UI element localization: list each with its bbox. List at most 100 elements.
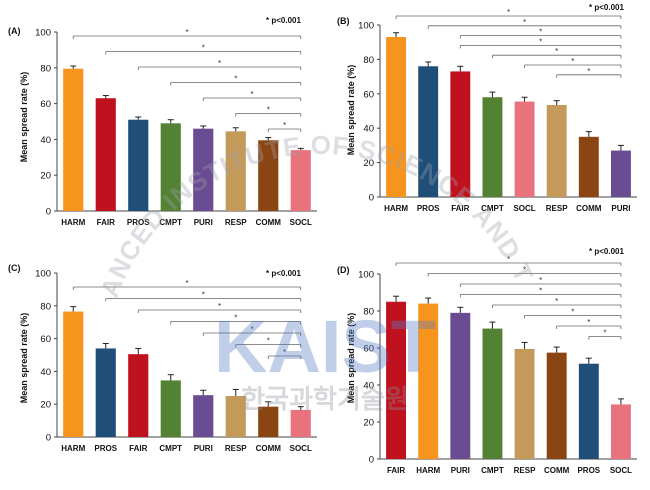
significance-star: * bbox=[555, 47, 558, 56]
significance-star: * bbox=[283, 121, 286, 130]
significance-star: * bbox=[283, 348, 286, 357]
y-tick-label: 40 bbox=[40, 135, 51, 146]
bar-pros bbox=[128, 119, 149, 211]
x-tick-label: RESP bbox=[225, 444, 247, 453]
y-tick-label: 60 bbox=[363, 344, 374, 355]
chart-plot: 0 20 40 60 80 100 FAIR HARM PURI CMPT RESP COMM PROS… bbox=[358, 255, 637, 475]
chart-panel-a: (A) * p<0.001 Mean spread rate (%) 0 20 40… bbox=[0, 0, 325, 245]
y-tick-label: 100 bbox=[35, 28, 51, 39]
significance-star: * bbox=[267, 106, 270, 115]
significance-star: * bbox=[603, 329, 606, 338]
significance-star: * bbox=[267, 337, 270, 346]
x-tick-label: RESP bbox=[546, 204, 568, 213]
x-tick-label: PURI bbox=[194, 218, 213, 227]
chart-panel-d: (D) * p<0.001 Mean spread rate (%) 0 20 40… bbox=[325, 245, 650, 490]
significance-star: * bbox=[587, 318, 590, 327]
significance-star: * bbox=[555, 297, 558, 306]
bar-comm bbox=[578, 136, 599, 197]
bar-puri bbox=[193, 395, 214, 437]
y-tick-label: 20 bbox=[363, 158, 374, 169]
x-tick-label: FAIR bbox=[129, 444, 147, 453]
bar-resp bbox=[225, 131, 246, 211]
bar-socl bbox=[514, 101, 535, 197]
significance-star: * bbox=[202, 291, 205, 300]
y-tick-label: 0 bbox=[46, 207, 51, 218]
panel-label: (C) bbox=[8, 263, 21, 273]
x-tick-label: PROS bbox=[94, 444, 117, 453]
significance-note: * p<0.001 bbox=[589, 247, 624, 256]
bar-cmpt bbox=[482, 328, 503, 459]
y-tick-label: 20 bbox=[40, 171, 51, 182]
x-tick-label: PURI bbox=[194, 444, 213, 453]
y-tick-label: 40 bbox=[363, 124, 374, 135]
bar-harm bbox=[63, 68, 84, 211]
chart-plot: 0 20 40 60 80 100 HARM PROS FAIR CMPT SOCL RESP COMM… bbox=[358, 8, 637, 213]
y-tick-label: 40 bbox=[363, 381, 374, 392]
x-tick-label: RESP bbox=[225, 218, 247, 227]
bar-comm bbox=[258, 406, 279, 437]
bar-resp bbox=[546, 104, 567, 197]
significance-star: * bbox=[587, 67, 590, 76]
bar-puri bbox=[610, 150, 631, 197]
chart-panel-b: (B) * p<0.001 Mean spread rate (%) 0 20 40… bbox=[325, 0, 650, 245]
panel-label: (B) bbox=[337, 16, 350, 26]
x-tick-label: COMM bbox=[256, 444, 282, 453]
panel-label: (A) bbox=[8, 26, 21, 36]
significance-star: * bbox=[234, 314, 237, 323]
x-tick-label: PURI bbox=[611, 204, 630, 213]
x-tick-label: SOCL bbox=[290, 218, 312, 227]
bar-harm bbox=[386, 37, 407, 197]
significance-note: * p<0.001 bbox=[589, 3, 624, 12]
x-tick-label: RESP bbox=[514, 466, 536, 475]
x-tick-label: FAIR bbox=[97, 218, 115, 227]
x-tick-label: HARM bbox=[61, 218, 85, 227]
bar-cmpt bbox=[160, 123, 181, 211]
significance-star: * bbox=[185, 28, 188, 37]
bar-fair bbox=[128, 354, 149, 437]
bar-resp bbox=[514, 348, 535, 459]
x-tick-label: CMPT bbox=[159, 218, 182, 227]
significance-star: * bbox=[218, 59, 221, 68]
significance-note: * p<0.001 bbox=[266, 269, 301, 278]
x-tick-label: CMPT bbox=[481, 204, 504, 213]
x-tick-label: FAIR bbox=[451, 204, 469, 213]
significance-star: * bbox=[234, 75, 237, 84]
chart-plot: 0 20 40 60 80 100 HARM PROS FAIR CMPT PURI RESP COMM… bbox=[35, 269, 317, 453]
y-tick-label: 0 bbox=[46, 433, 51, 444]
chart-plot: 0 20 40 60 80 100 HARM FAIR PROS CMPT PURI RESP COMM… bbox=[35, 28, 317, 227]
significance-star: * bbox=[185, 279, 188, 288]
significance-star: * bbox=[539, 276, 542, 285]
bar-socl bbox=[290, 409, 311, 437]
x-tick-label: SOCL bbox=[610, 466, 632, 475]
bar-cmpt bbox=[482, 97, 503, 197]
bar-harm bbox=[418, 303, 439, 459]
panel-label: (D) bbox=[337, 265, 350, 275]
x-tick-label: PROS bbox=[127, 218, 150, 227]
bar-fair bbox=[95, 98, 116, 211]
bar-pros bbox=[578, 363, 599, 459]
bar-pros bbox=[95, 348, 116, 437]
y-tick-label: 60 bbox=[363, 89, 374, 100]
significance-star: * bbox=[539, 37, 542, 46]
bar-puri bbox=[450, 312, 471, 459]
y-tick-label: 80 bbox=[40, 63, 51, 74]
significance-star: * bbox=[507, 255, 510, 264]
significance-star: * bbox=[571, 57, 574, 66]
bar-cmpt bbox=[160, 380, 181, 437]
bar-comm bbox=[258, 140, 279, 211]
y-tick-label: 80 bbox=[40, 301, 51, 312]
significance-star: * bbox=[507, 8, 510, 17]
y-tick-label: 80 bbox=[363, 307, 374, 318]
bar-socl bbox=[610, 404, 631, 459]
bar-socl bbox=[290, 150, 311, 211]
y-tick-label: 60 bbox=[40, 99, 51, 110]
x-tick-label: FAIR bbox=[387, 466, 405, 475]
x-tick-label: COMM bbox=[544, 466, 570, 475]
significance-star: * bbox=[523, 266, 526, 275]
bar-fair bbox=[450, 71, 471, 197]
significance-star: * bbox=[571, 308, 574, 317]
bar-fair bbox=[386, 301, 407, 459]
y-tick-label: 80 bbox=[363, 55, 374, 66]
x-tick-label: HARM bbox=[384, 204, 408, 213]
y-tick-label: 20 bbox=[363, 418, 374, 429]
